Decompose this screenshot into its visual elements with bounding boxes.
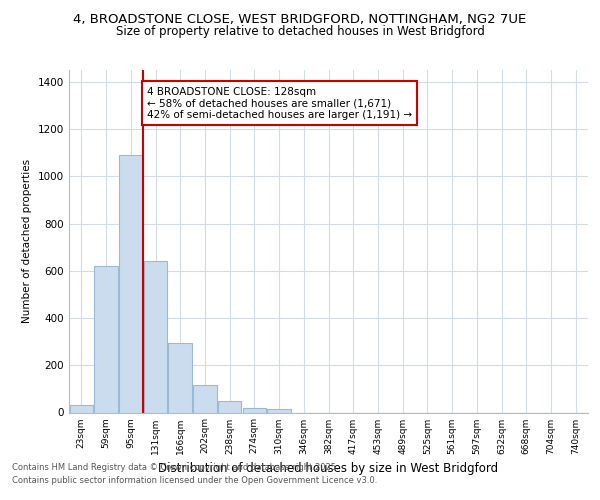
Text: Contains public sector information licensed under the Open Government Licence v3: Contains public sector information licen… [12,476,377,485]
Text: 4 BROADSTONE CLOSE: 128sqm
← 58% of detached houses are smaller (1,671)
42% of s: 4 BROADSTONE CLOSE: 128sqm ← 58% of deta… [147,86,412,120]
Bar [144,262,167,412]
Bar [242,408,266,412]
Bar [193,386,217,412]
Bar [119,155,143,412]
Text: Size of property relative to detached houses in West Bridgford: Size of property relative to detached ho… [116,25,484,38]
Text: 4, BROADSTONE CLOSE, WEST BRIDGFORD, NOTTINGHAM, NG2 7UE: 4, BROADSTONE CLOSE, WEST BRIDGFORD, NOT… [73,12,527,26]
Bar [218,400,241,412]
Y-axis label: Number of detached properties: Number of detached properties [22,159,32,324]
X-axis label: Distribution of detached houses by size in West Bridgford: Distribution of detached houses by size … [158,462,499,475]
Bar [94,266,118,412]
Bar [268,409,291,412]
Bar [169,343,192,412]
Bar [70,406,93,412]
Text: Contains HM Land Registry data © Crown copyright and database right 2025.: Contains HM Land Registry data © Crown c… [12,464,338,472]
